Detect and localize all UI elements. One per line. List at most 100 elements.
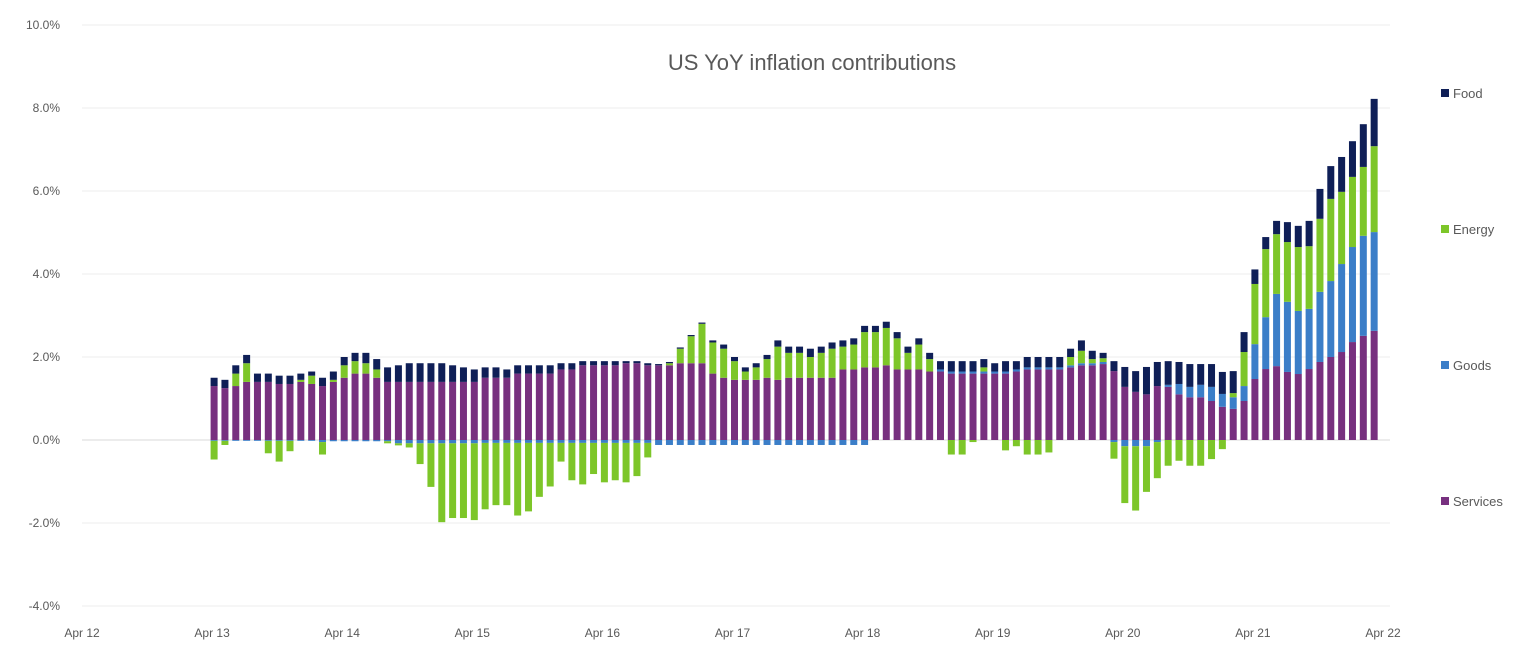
bar-food-jul-21 (1283, 222, 1291, 243)
bar-goods-sep-14 (394, 440, 402, 444)
bar-goods-feb-14 (319, 440, 327, 443)
bar-services-jun-13 (232, 386, 240, 440)
bar-food-aug-15 (514, 365, 522, 374)
bar-goods-aug-20 (1164, 384, 1172, 387)
bar-services-jun-21 (1273, 366, 1281, 440)
bar-energy-sep-18 (915, 344, 923, 370)
bar-energy-nov-20 (1197, 440, 1205, 466)
bar-services-sep-14 (394, 381, 402, 440)
bar-energy-jun-14 (362, 363, 370, 374)
bar-energy-feb-21 (1229, 393, 1237, 398)
bar-goods-nov-17 (806, 440, 814, 445)
bar-food-may-20 (1132, 371, 1140, 392)
bar-energy-jun-18 (882, 327, 890, 366)
bar-goods-sep-21 (1305, 308, 1313, 370)
bar-food-may-19 (1002, 361, 1010, 372)
bar-food-aug-17 (774, 340, 782, 347)
bar-food-sep-21 (1305, 220, 1313, 247)
gridlines (82, 24, 1390, 607)
bar-food-dec-21 (1338, 156, 1346, 192)
bar-energy-dec-14 (427, 443, 435, 487)
bar-goods-jul-13 (243, 440, 251, 441)
x-tick-label: Apr 18 (845, 626, 881, 640)
legend-label-goods: Goods (1453, 358, 1492, 373)
bar-services-jun-20 (1142, 394, 1150, 440)
bar-energy-jun-15 (492, 442, 500, 506)
bar-energy-apr-13 (210, 440, 218, 460)
bar-goods-jun-16 (622, 440, 630, 443)
bar-services-jul-15 (503, 377, 511, 440)
bar-goods-aug-16 (644, 440, 652, 443)
bar-goods-apr-18 (861, 440, 869, 445)
chart-title: US YoY inflation contributions (668, 50, 956, 75)
bar-energy-aug-20 (1164, 440, 1172, 466)
bar-services-oct-16 (665, 365, 673, 440)
bar-food-apr-19 (991, 363, 999, 372)
bar-energy-mar-17 (720, 348, 728, 378)
bar-food-apr-16 (600, 361, 608, 366)
bar-goods-jun-14 (362, 440, 370, 442)
y-tick-label: 6.0% (33, 184, 61, 198)
bar-energy-jun-17 (752, 367, 760, 380)
bar-food-mar-20 (1110, 361, 1118, 372)
bar-goods-aug-14 (384, 440, 392, 442)
bar-services-jun-14 (362, 373, 370, 440)
y-tick-label: 4.0% (33, 267, 61, 281)
bar-food-jan-19 (958, 361, 966, 372)
bar-food-apr-13 (210, 377, 218, 387)
x-tick-label: Apr 22 (1365, 626, 1401, 640)
bar-food-oct-14 (405, 363, 413, 382)
bar-food-dec-19 (1077, 340, 1085, 351)
bar-services-mar-15 (459, 381, 467, 440)
bar-energy-nov-19 (1067, 357, 1075, 366)
bar-goods-feb-18 (839, 440, 847, 445)
bar-services-aug-15 (514, 373, 522, 440)
bar-services-dec-19 (1077, 365, 1085, 440)
bar-goods-may-13 (221, 440, 229, 441)
bar-food-feb-19 (969, 361, 977, 372)
bar-food-feb-16 (579, 361, 587, 366)
bar-food-mar-16 (590, 361, 598, 366)
bar-goods-sep-19 (1045, 367, 1053, 370)
bar-goods-dec-20 (1208, 386, 1216, 401)
bar-goods-jul-20 (1153, 440, 1161, 443)
bar-energy-jul-16 (633, 442, 641, 477)
bar-food-jan-16 (568, 363, 576, 370)
bar-food-oct-13 (275, 375, 283, 384)
bar-goods-oct-15 (535, 440, 543, 443)
bar-food-jun-17 (752, 363, 760, 368)
bar-energy-jan-16 (568, 442, 576, 481)
bar-food-mar-18 (850, 338, 858, 345)
bar-services-may-13 (221, 388, 229, 440)
x-tick-label: Apr 16 (585, 626, 621, 640)
bar-goods-aug-17 (774, 440, 782, 445)
bar-goods-nov-13 (286, 440, 294, 441)
bar-energy-may-14 (351, 361, 359, 374)
bar-food-feb-14 (319, 377, 327, 387)
bar-services-aug-20 (1164, 386, 1172, 440)
bar-food-jul-17 (763, 354, 771, 360)
bar-energy-oct-13 (275, 440, 283, 462)
bar-services-dec-14 (427, 381, 435, 440)
y-tick-label: 0.0% (33, 433, 61, 447)
bar-food-nov-21 (1327, 166, 1335, 199)
bar-energy-apr-18 (861, 332, 869, 368)
y-axis-ticks: -4.0% -2.0% 0.0% 2.0% 4.0% 6.0% 8.0% 10.0% (26, 18, 60, 613)
bar-food-jun-16 (622, 361, 630, 364)
bar-services-oct-14 (405, 381, 413, 440)
bar-energy-jan-22 (1348, 176, 1356, 248)
bar-energy-oct-14 (405, 443, 413, 448)
bar-food-sep-16 (655, 364, 663, 366)
bar-food-feb-20 (1099, 352, 1107, 359)
x-tick-label: Apr 21 (1235, 626, 1271, 640)
bar-goods-aug-15 (514, 440, 522, 443)
bar-food-may-18 (871, 325, 879, 333)
bar-energy-sep-19 (1045, 440, 1053, 453)
bar-services-feb-22 (1359, 335, 1367, 440)
bar-food-sep-15 (525, 365, 533, 374)
bar-services-aug-21 (1294, 374, 1302, 440)
bar-services-nov-14 (416, 381, 424, 440)
bar-goods-aug-13 (253, 440, 261, 441)
x-tick-label: Apr 20 (1105, 626, 1141, 640)
